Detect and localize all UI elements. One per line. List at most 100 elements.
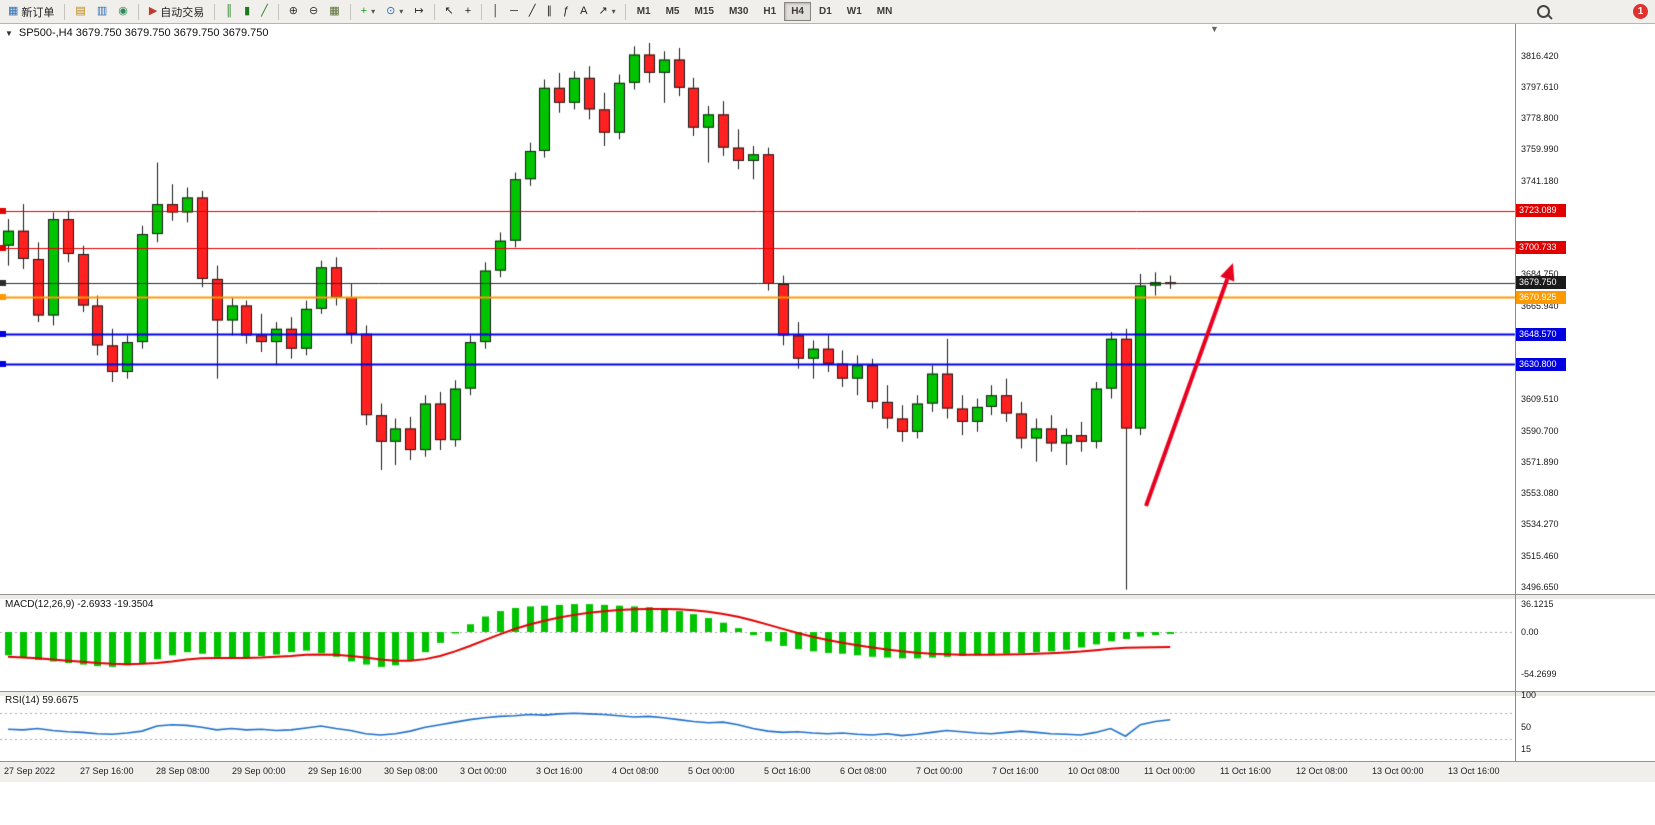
time-axis-label: 11 Oct 00:00 [1144,766,1195,776]
price-level-badge: 3679.750 [1516,276,1566,290]
time-axis-label: 28 Sep 08:00 [156,766,210,776]
timeframe-toolbar: M1 M5 M15 M30 H1 H4 D1 W1 MN [630,2,900,21]
arrows-tool-button[interactable]: ↗ ▾ [593,2,620,21]
text-tool-icon: A [580,5,588,17]
bar-chart-button[interactable]: ║ [220,2,238,21]
time-axis-label: 12 Oct 08:00 [1296,766,1348,776]
time-axis-label: 27 Sep 16:00 [80,766,134,776]
price-axis-label: 3816.420 [1521,50,1559,61]
timeframe-h1-button[interactable]: H1 [756,2,783,21]
price-axis-label: 3553.080 [1521,488,1559,499]
periods-button[interactable]: ⊙ ▾ [381,2,408,21]
crosshair-icon: + [464,5,472,17]
time-axis-label: 7 Oct 16:00 [992,766,1039,776]
search-icon [1537,5,1550,18]
price-axis-label: 3571.890 [1521,456,1559,467]
new-order-icon: ▦ [8,5,19,17]
charts-grid-icon: ▤ [75,5,86,17]
rsi-label: RSI(14) 59.6675 [5,695,79,706]
rsi-axis-label: 50 [1521,722,1532,732]
equidistant-channel-icon: ∥ [546,5,552,17]
price-axis-label: 3496.650 [1521,581,1559,592]
timeframe-m1-button[interactable]: M1 [630,2,658,21]
chart-shift-marker[interactable]: ▼ [1210,24,1219,34]
price-axis-label: 3778.800 [1521,113,1559,124]
auto-trading-button-label: 自动交易 [160,6,205,19]
chart-shift-button[interactable]: ↦ [409,2,428,21]
clock-icon: ⊙ [386,5,396,17]
price-level-badge: 3723.089 [1516,204,1566,218]
channel-button[interactable]: ∥ [541,2,557,21]
terminal-button[interactable]: ◉ [113,2,133,21]
time-axis-label: 5 Oct 16:00 [764,766,811,776]
timeframe-h4-button[interactable]: H4 [784,2,811,21]
candlestick-chart-button[interactable]: ▮ [239,2,255,21]
auto-trading-icon: ▶ [148,5,158,17]
toolbar-groups: ▦ 新订单 ▤ ▥ ◉ ▶ 自动交易 ║ ▮ ╱ ⊕ ⊖ ▦ + ▾ ⊙ ▾ ↦ ↖ + │ ─ ╱ ∥ ƒ A ↗ ▾ [3,2,621,21]
price-level-badge: 3630.800 [1516,357,1566,371]
macd-axis-label: 0.00 [1521,627,1539,637]
price-axis-line [1515,23,1516,761]
price-level-badge: 3648.570 [1516,327,1566,341]
profiles-button[interactable]: ▥ [92,2,112,21]
trendline-icon: ╱ [528,5,536,17]
timeframe-w1-button[interactable]: W1 [840,2,869,21]
candlestick-chart-icon: ▮ [244,5,251,17]
time-axis[interactable]: 27 Sep 2022 27 Sep 16:00 28 Sep 08:00 29 Se… [0,761,1655,782]
charts-grid-button[interactable]: ▤ [70,2,90,21]
macd-axis-label: 36.1215 [1521,598,1554,609]
cursor-icon: ↖ [444,5,454,17]
timeframe-m30-button[interactable]: M30 [722,2,755,21]
new-order-button[interactable]: ▦ 新订单 [3,2,59,21]
fibonacci-button[interactable]: ƒ [558,2,574,21]
time-axis-label: 5 Oct 00:00 [688,766,735,776]
dropdown-arrow-icon: ▾ [399,7,404,16]
tile-windows-icon: ▦ [329,5,340,17]
price-axis-label: 3684.750 [1521,269,1559,280]
dropdown-arrow-icon: ▾ [611,7,616,16]
auto-trading-button[interactable]: ▶ 自动交易 [144,2,209,21]
panel-separator[interactable] [0,691,1655,697]
text-tool-button[interactable]: A [575,2,592,21]
chart-shift-icon: ↦ [414,5,424,17]
price-axis-label: 3797.610 [1521,81,1559,92]
search-button[interactable] [1532,2,1555,21]
horizontal-line-button[interactable]: ─ [505,2,523,21]
tile-windows-button[interactable]: ▦ [324,2,344,21]
vertical-line-icon: │ [492,5,500,17]
rsi-axis-label: 15 [1521,744,1532,755]
notification-badge[interactable]: 1 [1633,4,1648,19]
timeframe-m15-button[interactable]: M15 [688,2,721,21]
cursor-button[interactable]: ↖ [440,2,459,21]
price-level-badge: 3700.733 [1516,241,1566,255]
timeframe-m5-button[interactable]: M5 [659,2,687,21]
line-chart-button[interactable]: ╱ [256,2,273,21]
time-axis-label: 30 Sep 08:00 [384,766,438,776]
zoom-out-icon: ⊖ [309,5,319,17]
trendline-button[interactable]: ╱ [524,2,541,21]
bar-chart-icon: ║ [225,5,234,17]
toolbar-separator [214,3,216,20]
time-axis-label: 3 Oct 00:00 [460,766,507,776]
timeframe-d1-button[interactable]: D1 [812,2,839,21]
price-axis-label: 3609.510 [1521,394,1559,405]
macd-label: MACD(12,26,9) -2.6933 -19.3504 [5,599,154,610]
toolbar-right: 1 [1532,2,1655,21]
panel-separator[interactable] [0,594,1655,600]
zoom-out-button[interactable]: ⊖ [304,2,323,21]
timeframe-mn-button[interactable]: MN [870,2,900,21]
new-order-button-label: 新订单 [21,6,55,19]
time-axis-label: 13 Oct 16:00 [1448,766,1500,776]
indicators-button[interactable]: + ▾ [356,2,380,21]
crosshair-button[interactable]: + [460,2,476,21]
price-level-badge: 3670.925 [1516,290,1566,304]
time-axis-label: 7 Oct 00:00 [916,766,963,776]
chart-title-text: SP500-,H4 3679.750 3679.750 3679.750 367… [18,27,269,39]
zoom-in-button[interactable]: ⊕ [284,2,303,21]
time-axis-label: 11 Oct 16:00 [1220,766,1271,776]
vertical-line-button[interactable]: │ [487,2,504,21]
rsi-axis-label: 100 [1521,690,1537,700]
toolbar-separator [137,3,139,20]
